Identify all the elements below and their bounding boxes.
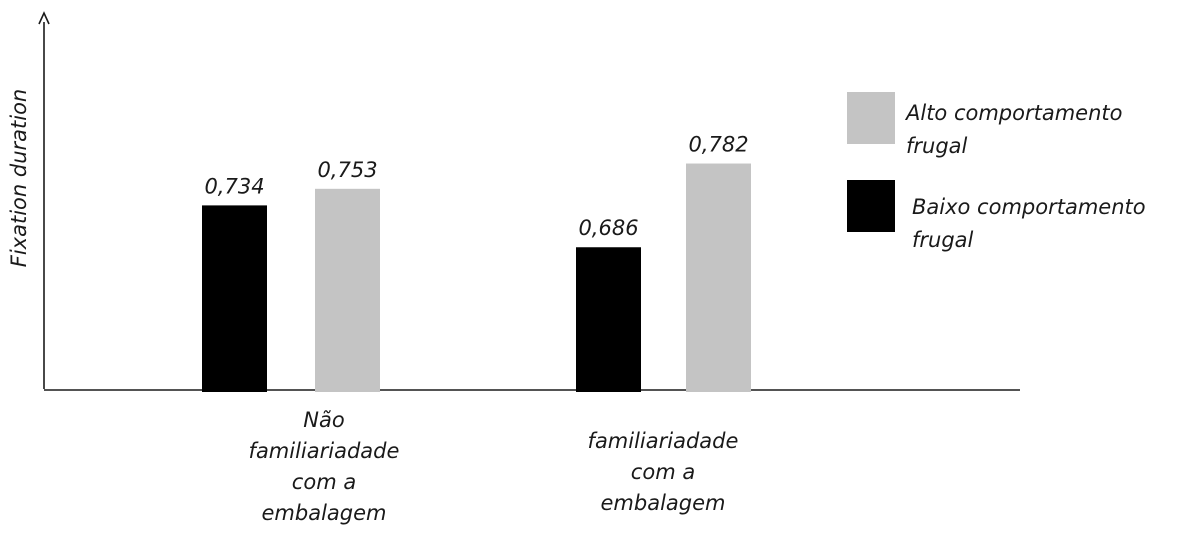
legend-swatch bbox=[847, 180, 895, 232]
x-tick-labels-group: Não familiariadade com a embalagem familiari… bbox=[249, 408, 739, 525]
y-axis-arrow bbox=[38, 11, 50, 25]
bar-value-label: 0,782 bbox=[688, 133, 748, 157]
bar-alto-0 bbox=[315, 188, 380, 392]
x-tick-label: familiariadade com a embalagem bbox=[588, 429, 739, 515]
y-axis-label: Fixation duration bbox=[7, 89, 31, 267]
legend-item-alto: Alto comportamento frugal bbox=[847, 92, 1123, 158]
legend-label: Baixo comportamento frugal bbox=[912, 195, 1146, 252]
legend-label: Alto comportamento frugal bbox=[904, 101, 1123, 158]
x-tick-label: Não familiariadade com a embalagem bbox=[249, 408, 400, 525]
bar-labels-group: 0,734 0,686 0,753 0,782 bbox=[204, 133, 748, 241]
legend-swatch bbox=[847, 92, 895, 144]
bar-value-label: 0,753 bbox=[317, 158, 377, 182]
legend-item-baixo: Baixo comportamento frugal bbox=[847, 180, 1146, 252]
bar-value-label: 0,734 bbox=[204, 174, 264, 198]
bar-alto-1 bbox=[686, 163, 751, 392]
bar-value-label: 0,686 bbox=[578, 216, 638, 240]
bar-baixo-0 bbox=[202, 205, 267, 392]
bar-baixo-1 bbox=[576, 247, 641, 392]
legend: Alto comportamento frugal Baixo comportame… bbox=[847, 92, 1146, 252]
bars-group bbox=[202, 163, 751, 392]
